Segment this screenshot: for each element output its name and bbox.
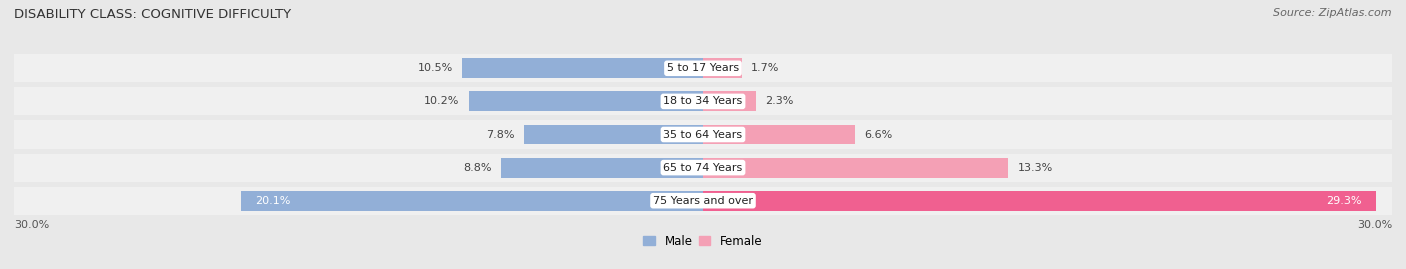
Text: 75 Years and over: 75 Years and over xyxy=(652,196,754,206)
Text: 1.7%: 1.7% xyxy=(751,63,779,73)
Text: 8.8%: 8.8% xyxy=(463,162,492,173)
Bar xyxy=(703,91,756,111)
Text: 10.5%: 10.5% xyxy=(418,63,453,73)
Bar xyxy=(524,125,703,144)
Bar xyxy=(501,158,703,178)
Bar xyxy=(703,125,855,144)
Text: 2.3%: 2.3% xyxy=(765,96,793,107)
Bar xyxy=(461,58,703,78)
Bar xyxy=(14,187,1392,215)
Bar xyxy=(14,87,1392,115)
Bar xyxy=(242,191,703,211)
Text: 6.6%: 6.6% xyxy=(863,129,891,140)
Text: DISABILITY CLASS: COGNITIVE DIFFICULTY: DISABILITY CLASS: COGNITIVE DIFFICULTY xyxy=(14,8,291,21)
Text: 29.3%: 29.3% xyxy=(1327,196,1362,206)
Text: 30.0%: 30.0% xyxy=(1357,220,1392,230)
Text: Source: ZipAtlas.com: Source: ZipAtlas.com xyxy=(1274,8,1392,18)
Text: 7.8%: 7.8% xyxy=(486,129,515,140)
Bar xyxy=(14,121,1392,148)
Text: 20.1%: 20.1% xyxy=(256,196,291,206)
Bar xyxy=(703,58,742,78)
Text: 18 to 34 Years: 18 to 34 Years xyxy=(664,96,742,107)
Text: 65 to 74 Years: 65 to 74 Years xyxy=(664,162,742,173)
Text: 10.2%: 10.2% xyxy=(425,96,460,107)
Bar xyxy=(703,191,1376,211)
Bar xyxy=(14,54,1392,82)
Text: 35 to 64 Years: 35 to 64 Years xyxy=(664,129,742,140)
Bar xyxy=(14,154,1392,182)
Bar xyxy=(468,91,703,111)
Text: 30.0%: 30.0% xyxy=(14,220,49,230)
Text: 5 to 17 Years: 5 to 17 Years xyxy=(666,63,740,73)
Legend: Male, Female: Male, Female xyxy=(638,230,768,253)
Bar xyxy=(703,158,1008,178)
Text: 13.3%: 13.3% xyxy=(1018,162,1053,173)
